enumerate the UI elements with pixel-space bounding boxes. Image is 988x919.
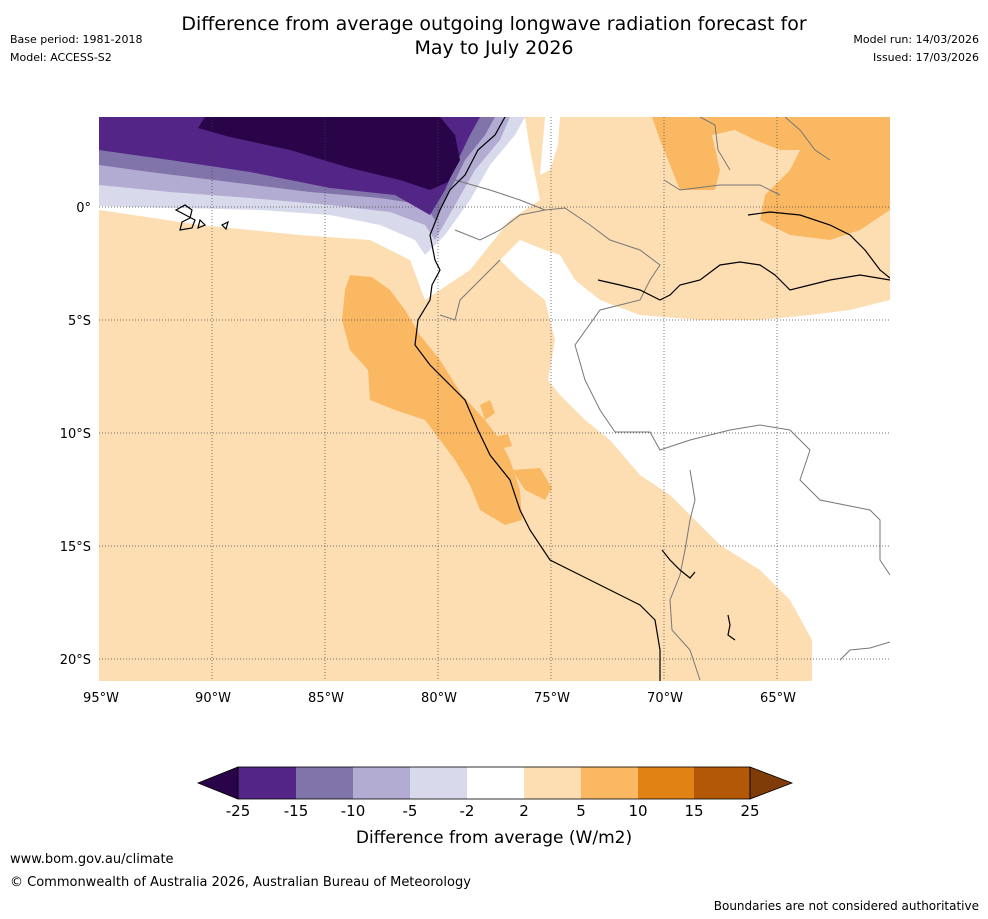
colorbar-segment bbox=[467, 767, 524, 799]
colorbar-tick-label: -10 bbox=[341, 802, 366, 820]
lon-axis: 95°W 90°W 85°W 80°W 75°W 70°W 65°W bbox=[83, 691, 796, 706]
white-region-north-strip bbox=[540, 117, 560, 175]
colorbar-tick-label: 10 bbox=[628, 802, 647, 820]
lat-label: 10°S bbox=[60, 427, 91, 442]
title-line-1: Difference from average outgoing longwav… bbox=[181, 13, 807, 35]
map-panel bbox=[99, 117, 890, 681]
lon-label: 70°W bbox=[647, 691, 683, 706]
colorbar-segment bbox=[238, 767, 296, 799]
lat-axis: 0° 5°S 10°S 15°S 20°S bbox=[60, 201, 91, 668]
lon-label: 95°W bbox=[83, 691, 119, 706]
orange-patch-amazon-north bbox=[652, 117, 890, 240]
colorbar-tick-label: 25 bbox=[740, 802, 759, 820]
colorbar-extend-left bbox=[196, 766, 239, 800]
colorbar-outline bbox=[237, 766, 751, 800]
lat-label: 15°S bbox=[60, 540, 91, 555]
lon-label: 65°W bbox=[760, 691, 796, 706]
colorbar-label: Difference from average (W/m2) bbox=[356, 828, 632, 848]
footer-boundaries-note: Boundaries are not considered authoritat… bbox=[713, 899, 979, 913]
colorbar-tick-label: 15 bbox=[684, 802, 703, 820]
meta-right: Model run: 14/03/2026 Issued: 17/03/2026 bbox=[853, 31, 979, 67]
title-line-2: May to July 2026 bbox=[414, 37, 574, 59]
colorbar-tick-label: -2 bbox=[460, 802, 475, 820]
lon-label: 85°W bbox=[308, 691, 344, 706]
colorbar-segment bbox=[296, 767, 353, 799]
colorbar-segment bbox=[638, 767, 694, 799]
model-run-text: Model run: 14/03/2026 bbox=[853, 33, 979, 46]
purple-band-minus25 bbox=[198, 117, 460, 190]
orange-patch-small-3 bbox=[512, 468, 552, 500]
colorbar-tick-label: -5 bbox=[403, 802, 418, 820]
lat-label: 0° bbox=[76, 201, 91, 216]
base-period-text: Base period: 1981-2018 bbox=[10, 33, 143, 46]
orange-patch-small-2 bbox=[490, 434, 512, 450]
colorbar-tick-label: -25 bbox=[226, 802, 251, 820]
colorbar-segment bbox=[410, 767, 467, 799]
lon-label: 90°W bbox=[195, 691, 231, 706]
model-text: Model: ACCESS-S2 bbox=[10, 51, 112, 64]
coastlines bbox=[174, 117, 890, 681]
footer-copyright: © Commonwealth of Australia 2026, Austra… bbox=[10, 875, 471, 890]
country-borders bbox=[439, 117, 890, 681]
colorbar-segment bbox=[353, 767, 410, 799]
colorbar-ticks: -25 -15 -10 -5 -2 2 5 10 15 25 bbox=[226, 802, 760, 820]
colorbar: -25 -15 -10 -5 -2 2 5 10 15 25 Differenc… bbox=[196, 766, 794, 848]
orange-patch-peru-coast bbox=[342, 275, 522, 525]
lat-label: 5°S bbox=[68, 314, 91, 329]
colorbar-tick-label: 5 bbox=[576, 802, 586, 820]
lon-label: 80°W bbox=[421, 691, 457, 706]
grid-lines bbox=[99, 117, 890, 681]
colorbar-extend-right bbox=[749, 766, 794, 800]
issued-text: Issued: 17/03/2026 bbox=[872, 51, 979, 64]
map-title: Difference from average outgoing longwav… bbox=[0, 12, 988, 60]
meta-left: Base period: 1981-2018 Model: ACCESS-S2 bbox=[10, 31, 142, 67]
lon-label: 75°W bbox=[534, 691, 570, 706]
colorbar-segment bbox=[581, 767, 638, 799]
map-figure: 0° 5°S 10°S 15°S 20°S 95°W 90°W 85°W 80°… bbox=[60, 117, 890, 848]
colorbar-tick-label: 2 bbox=[519, 802, 529, 820]
colorbar-segment bbox=[524, 767, 581, 799]
colorbar-segment bbox=[694, 767, 750, 799]
lat-label: 20°S bbox=[60, 653, 91, 668]
white-region-central bbox=[500, 240, 890, 681]
colorbar-tick-label: -15 bbox=[284, 802, 309, 820]
orange-patch-small-1 bbox=[480, 400, 495, 420]
footer-url: www.bom.gov.au/climate bbox=[10, 852, 174, 867]
